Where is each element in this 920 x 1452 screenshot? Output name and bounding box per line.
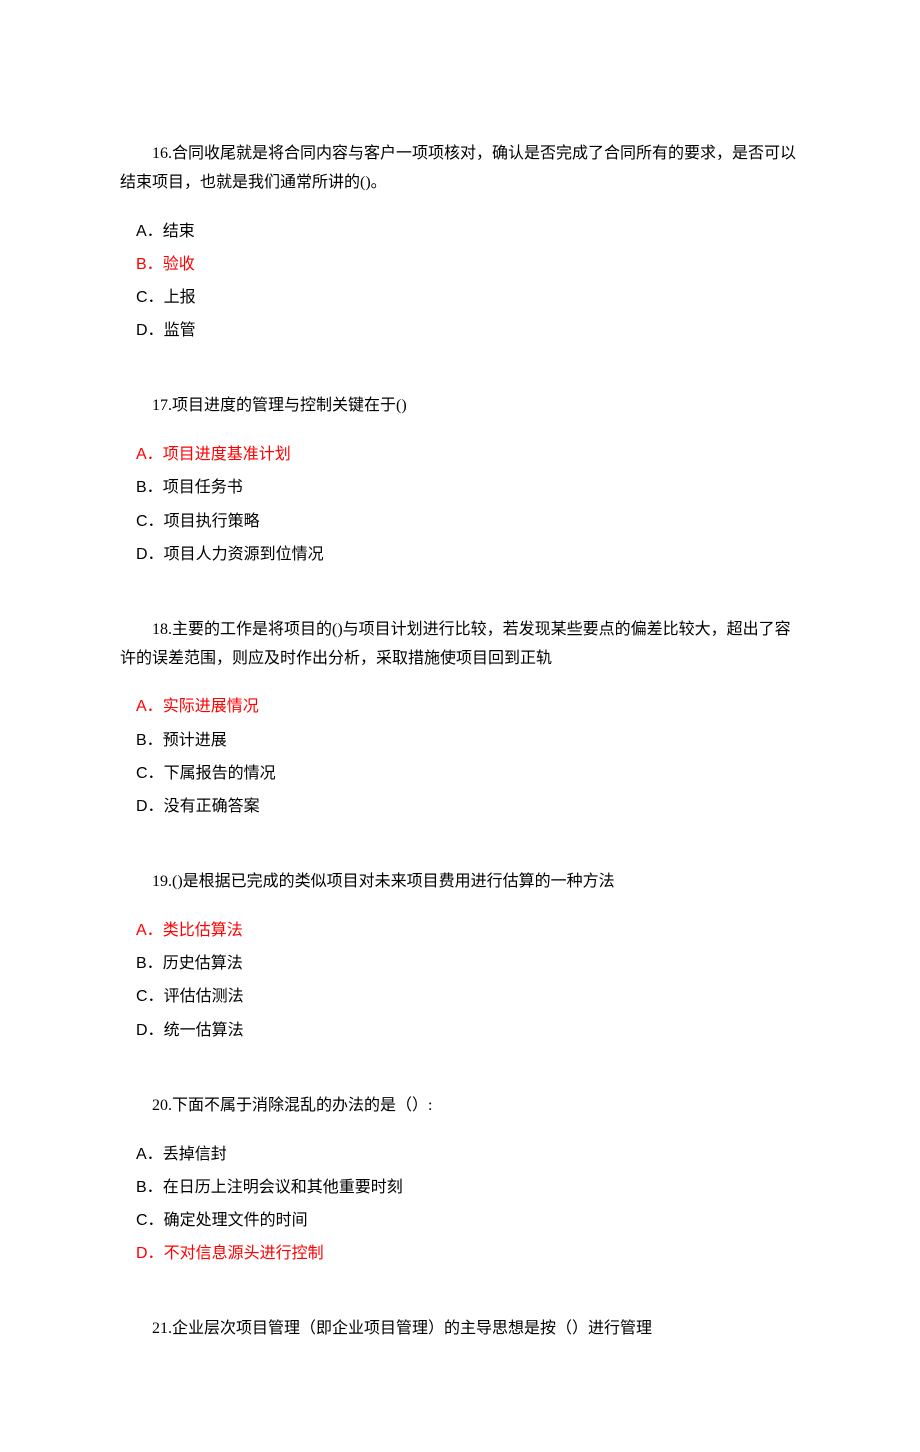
option-text: 实际进展情况 bbox=[163, 698, 259, 715]
options-list: A．类比估算法B．历史估算法C．评估估测法D．统一估算法 bbox=[120, 917, 800, 1044]
option-label: D． bbox=[136, 1245, 164, 1262]
option-label: C． bbox=[136, 513, 164, 530]
question-number: 20 bbox=[152, 1097, 168, 1114]
option-text: 确定处理文件的时间 bbox=[164, 1212, 308, 1229]
option-label: C． bbox=[136, 289, 164, 306]
question-number: 21 bbox=[152, 1320, 168, 1337]
options-list: A．结束B．验收C．上报D．监管 bbox=[120, 218, 800, 345]
option-label: A． bbox=[136, 223, 163, 240]
question-body: ()是根据已完成的类似项目对未来项目费用进行估算的一种方法 bbox=[172, 873, 615, 890]
option-label: B． bbox=[136, 479, 163, 496]
option-label: D． bbox=[136, 1022, 164, 1039]
question-body: 企业层次项目管理（即企业项目管理）的主导思想是按（）进行管理 bbox=[172, 1320, 652, 1337]
option-item: A．项目进度基准计划 bbox=[136, 441, 800, 468]
question-text: 18.主要的工作是将项目的()与项目计划进行比较，若发现某些要点的偏差比较大，超… bbox=[120, 616, 800, 674]
option-text: 类比估算法 bbox=[163, 922, 243, 939]
option-text: 没有正确答案 bbox=[164, 798, 260, 815]
option-label: B． bbox=[136, 955, 163, 972]
question-text: 19.()是根据已完成的类似项目对未来项目费用进行估算的一种方法 bbox=[120, 868, 800, 897]
question-block: 21.企业层次项目管理（即企业项目管理）的主导思想是按（）进行管理 bbox=[120, 1315, 800, 1344]
option-item: D．统一估算法 bbox=[136, 1017, 800, 1044]
option-label: D． bbox=[136, 798, 164, 815]
option-item: D．没有正确答案 bbox=[136, 793, 800, 820]
option-label: C． bbox=[136, 765, 164, 782]
option-text: 评估估测法 bbox=[164, 988, 244, 1005]
option-label: B． bbox=[136, 256, 163, 273]
question-block: 16.合同收尾就是将合同内容与客户一项项核对，确认是否完成了合同所有的要求，是否… bbox=[120, 140, 800, 344]
option-item: C．评估估测法 bbox=[136, 983, 800, 1010]
option-item: C．上报 bbox=[136, 284, 800, 311]
option-label: B． bbox=[136, 732, 163, 749]
option-label: D． bbox=[136, 546, 164, 563]
option-label: A． bbox=[136, 446, 163, 463]
option-label: C． bbox=[136, 988, 164, 1005]
question-number: 18 bbox=[152, 621, 168, 638]
option-item: B．历史估算法 bbox=[136, 950, 800, 977]
option-text: 不对信息源头进行控制 bbox=[164, 1245, 324, 1262]
question-number: 17 bbox=[152, 397, 168, 414]
option-text: 项目任务书 bbox=[163, 479, 243, 496]
option-item: B．项目任务书 bbox=[136, 474, 800, 501]
option-label: A． bbox=[136, 922, 163, 939]
option-text: 历史估算法 bbox=[163, 955, 243, 972]
option-text: 上报 bbox=[164, 289, 196, 306]
question-body: 合同收尾就是将合同内容与客户一项项核对，确认是否完成了合同所有的要求，是否可以结… bbox=[120, 145, 796, 191]
question-number: 16 bbox=[152, 145, 168, 162]
question-body: 下面不属于消除混乱的办法的是（）: bbox=[172, 1097, 432, 1114]
options-list: A．丢掉信封B．在日历上注明会议和其他重要时刻C．确定处理文件的时间D．不对信息… bbox=[120, 1141, 800, 1268]
option-item: B．预计进展 bbox=[136, 727, 800, 754]
option-text: 在日历上注明会议和其他重要时刻 bbox=[163, 1179, 403, 1196]
option-item: C．项目执行策略 bbox=[136, 508, 800, 535]
option-text: 结束 bbox=[163, 223, 195, 240]
question-block: 19.()是根据已完成的类似项目对未来项目费用进行估算的一种方法A．类比估算法B… bbox=[120, 868, 800, 1044]
option-item: A．结束 bbox=[136, 218, 800, 245]
option-text: 项目进度基准计划 bbox=[163, 446, 291, 463]
question-number: 19 bbox=[152, 873, 168, 890]
question-block: 18.主要的工作是将项目的()与项目计划进行比较，若发现某些要点的偏差比较大，超… bbox=[120, 616, 800, 820]
option-text: 统一估算法 bbox=[164, 1022, 244, 1039]
options-list: A．项目进度基准计划B．项目任务书C．项目执行策略D．项目人力资源到位情况 bbox=[120, 441, 800, 568]
option-text: 项目执行策略 bbox=[164, 513, 260, 530]
option-text: 验收 bbox=[163, 256, 195, 273]
question-text: 21.企业层次项目管理（即企业项目管理）的主导思想是按（）进行管理 bbox=[120, 1315, 800, 1344]
option-text: 下属报告的情况 bbox=[164, 765, 276, 782]
question-text: 16.合同收尾就是将合同内容与客户一项项核对，确认是否完成了合同所有的要求，是否… bbox=[120, 140, 800, 198]
option-label: C． bbox=[136, 1212, 164, 1229]
option-label: A． bbox=[136, 698, 163, 715]
question-body: 项目进度的管理与控制关键在于() bbox=[172, 397, 407, 414]
option-item: D．监管 bbox=[136, 317, 800, 344]
option-item: D．项目人力资源到位情况 bbox=[136, 541, 800, 568]
option-item: C．确定处理文件的时间 bbox=[136, 1207, 800, 1234]
option-item: A．类比估算法 bbox=[136, 917, 800, 944]
option-label: D． bbox=[136, 322, 164, 339]
option-item: B．验收 bbox=[136, 251, 800, 278]
option-item: A．丢掉信封 bbox=[136, 1141, 800, 1168]
option-item: D．不对信息源头进行控制 bbox=[136, 1240, 800, 1267]
option-text: 丢掉信封 bbox=[163, 1146, 227, 1163]
question-block: 20.下面不属于消除混乱的办法的是（）:A．丢掉信封B．在日历上注明会议和其他重… bbox=[120, 1092, 800, 1268]
question-block: 17.项目进度的管理与控制关键在于()A．项目进度基准计划B．项目任务书C．项目… bbox=[120, 392, 800, 568]
question-text: 17.项目进度的管理与控制关键在于() bbox=[120, 392, 800, 421]
option-label: A． bbox=[136, 1146, 163, 1163]
option-text: 监管 bbox=[164, 322, 196, 339]
option-item: B．在日历上注明会议和其他重要时刻 bbox=[136, 1174, 800, 1201]
option-item: A．实际进展情况 bbox=[136, 693, 800, 720]
option-text: 预计进展 bbox=[163, 732, 227, 749]
question-text: 20.下面不属于消除混乱的办法的是（）: bbox=[120, 1092, 800, 1121]
question-body: 主要的工作是将项目的()与项目计划进行比较，若发现某些要点的偏差比较大，超出了容… bbox=[120, 621, 791, 667]
options-list: A．实际进展情况B．预计进展C．下属报告的情况D．没有正确答案 bbox=[120, 693, 800, 820]
option-text: 项目人力资源到位情况 bbox=[164, 546, 324, 563]
option-item: C．下属报告的情况 bbox=[136, 760, 800, 787]
option-label: B． bbox=[136, 1179, 163, 1196]
